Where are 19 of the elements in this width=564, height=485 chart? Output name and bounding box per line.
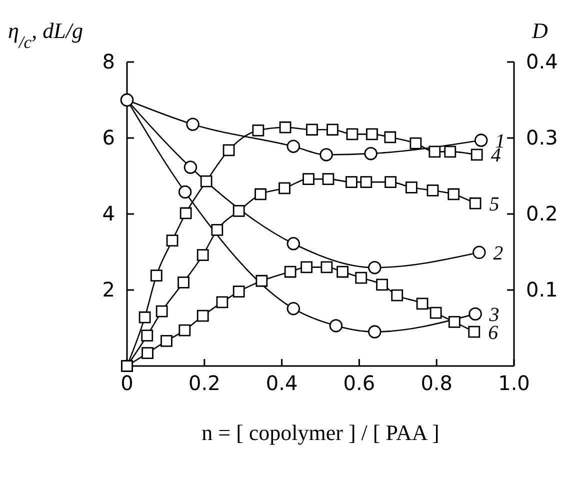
x-tick-label: 0.2 [188,371,220,396]
x-tick-label: 0.8 [420,371,453,396]
x-tick-label: 1.0 [498,371,530,396]
y-tick-label: 8 [102,49,115,74]
y-tick-label: 6 [102,125,115,150]
y-tick-label: 2 [102,277,115,302]
x-axis-title: n = [ copolymer ] / [ PAA ] [202,420,440,445]
y2-tick-label: 0.2 [526,201,558,226]
y2-tick-label: 0.4 [526,49,558,74]
y2-tick-label: 0.1 [526,277,558,302]
y-axis-title: η$_{/c}$, dL/g [8,18,83,52]
x-tick-label: 0.4 [266,371,298,396]
x-tick-label: 0.6 [343,371,376,396]
x-tick-label: 0 [120,371,134,396]
y-tick-label: 4 [102,201,115,226]
series-label: 5 [489,193,500,216]
y2-axis-title: D [531,18,548,43]
y2-tick-label: 0.3 [526,125,558,150]
series-label: 2 [493,242,504,264]
